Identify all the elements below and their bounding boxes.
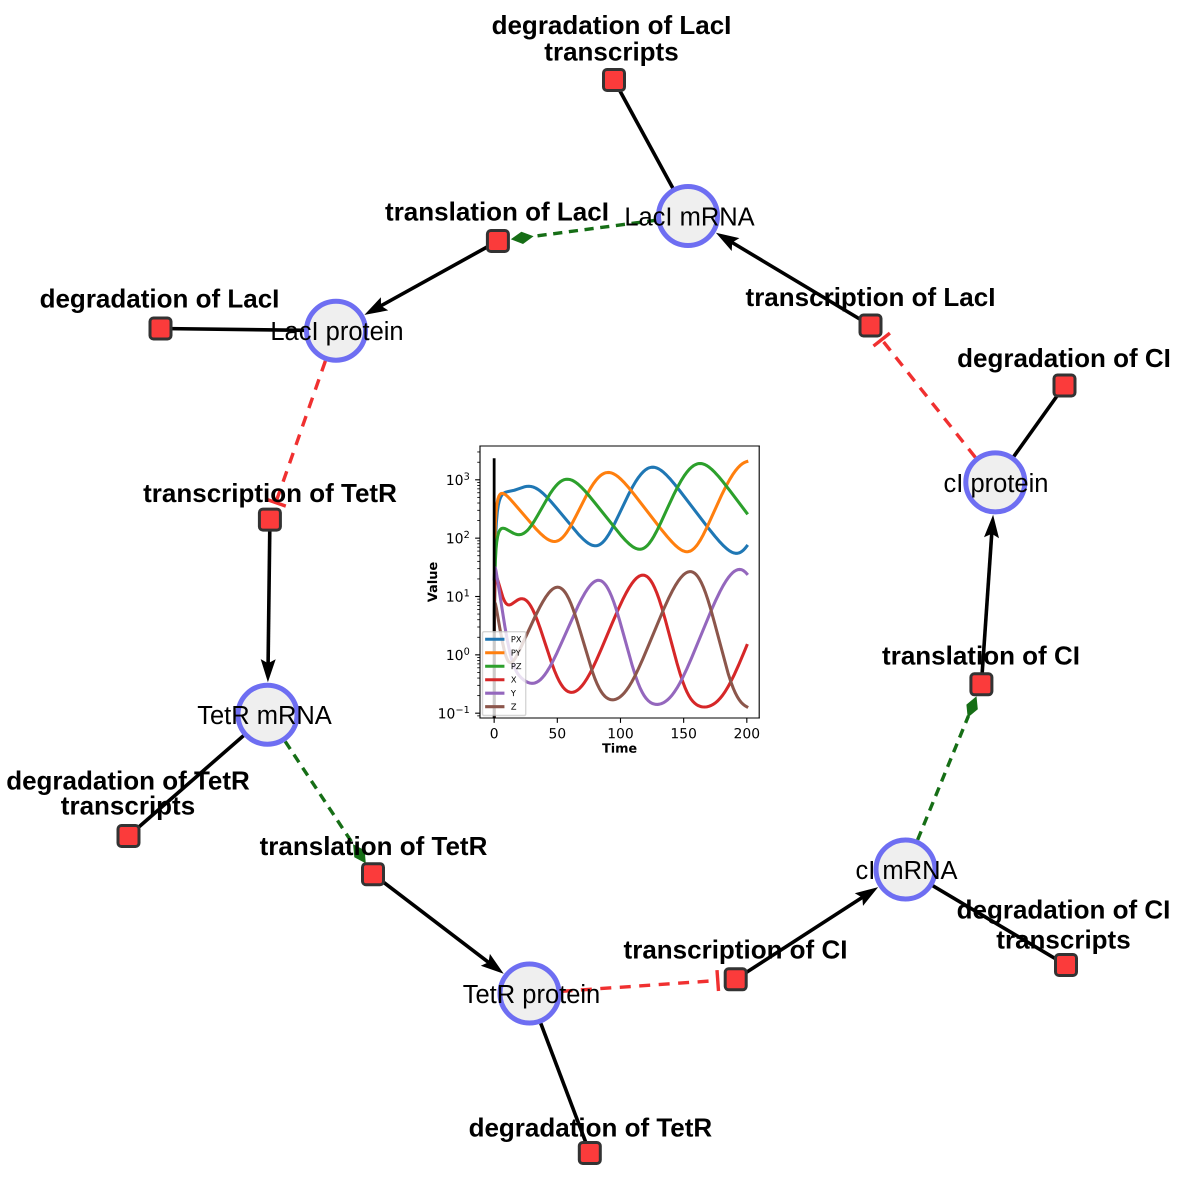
svg-text:degradation of TetR: degradation of TetR [6,765,250,795]
svg-text:degradation of LacI: degradation of LacI [492,10,732,40]
svg-text:transcripts: transcripts [61,791,195,821]
svg-text:cI mRNA: cI mRNA [856,857,958,885]
svg-text:transcription of CI: transcription of CI [624,935,848,965]
svg-text:transcripts: transcripts [996,925,1130,955]
svg-text:cI protein: cI protein [944,470,1049,498]
svg-text:degradation of TetR: degradation of TetR [469,1113,713,1143]
svg-text:transcription of TetR: transcription of TetR [143,478,397,508]
svg-text:degradation of CI: degradation of CI [957,894,1171,924]
svg-text:transcription of LacI: transcription of LacI [746,282,996,312]
svg-text:translation of CI: translation of CI [882,640,1080,670]
svg-text:degradation of LacI: degradation of LacI [40,284,280,314]
svg-text:degradation of CI: degradation of CI [957,343,1171,373]
svg-text:LacI protein: LacI protein [270,318,403,346]
svg-text:TetR protein: TetR protein [463,981,601,1009]
svg-text:transcripts: transcripts [544,36,678,66]
svg-text:translation of TetR: translation of TetR [260,831,488,861]
svg-text:translation of LacI: translation of LacI [385,196,609,226]
svg-text:TetR mRNA: TetR mRNA [197,702,332,730]
svg-text:LacI mRNA: LacI mRNA [624,203,754,231]
